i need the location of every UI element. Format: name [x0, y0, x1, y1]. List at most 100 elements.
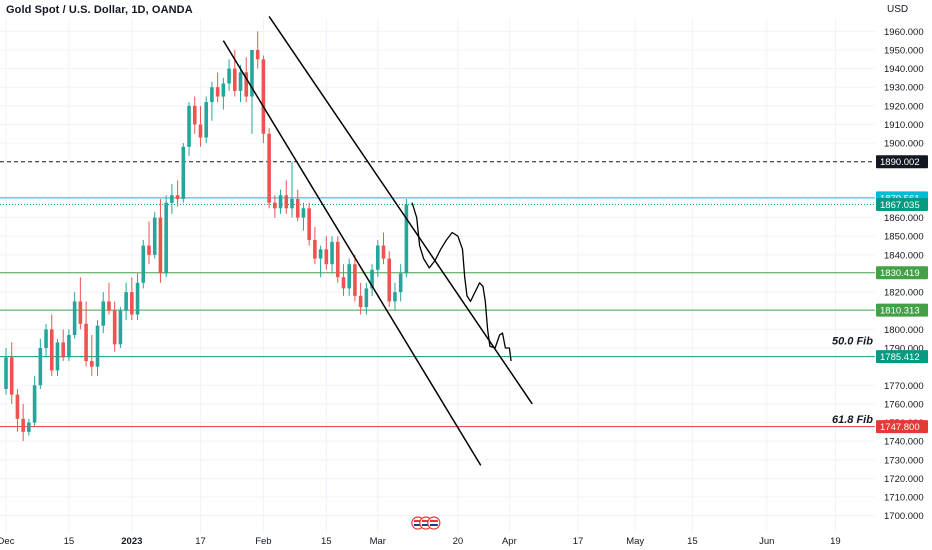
candle-body [393, 292, 397, 302]
candle-body [61, 342, 65, 358]
candle-body [21, 418, 25, 432]
y-tick-label: 1820.000 [884, 288, 924, 299]
candle-body [324, 249, 329, 265]
candle-body [341, 277, 346, 289]
candle-body [233, 68, 237, 91]
candle-body [112, 310, 117, 345]
x-tick-label: Apr [502, 536, 517, 547]
candle-body [250, 49, 254, 97]
price-line-label: 1747.800 [880, 422, 920, 433]
price-line-label: 1810.313 [880, 306, 920, 317]
candle-body [227, 68, 231, 84]
price-line-label: 1830.419 [880, 268, 920, 279]
us-flag-icon-stripe [421, 524, 430, 526]
us-flag-icon-stripe [413, 520, 422, 522]
x-tick-label: 15 [687, 536, 698, 547]
candle-body [284, 195, 289, 209]
candle-body [244, 72, 249, 97]
candle-body [404, 204, 409, 274]
candle-body [335, 241, 340, 278]
candle-body [38, 348, 43, 386]
candle-body [307, 208, 311, 240]
candle-body [130, 292, 134, 315]
candle-body [261, 59, 266, 134]
candle-body [238, 72, 243, 91]
candle-body [181, 146, 186, 199]
candle-body [147, 245, 151, 255]
candle-body [49, 329, 54, 371]
x-tick-label: Feb [255, 536, 271, 547]
candle-body [273, 202, 277, 209]
price-line-badge [876, 198, 928, 212]
candle-body [330, 241, 334, 265]
candle-body [32, 385, 37, 423]
candle-body [72, 301, 77, 335]
price-line-label: 1890.002 [880, 157, 920, 168]
us-flag-icon-stripe [421, 520, 430, 522]
candle-body [278, 195, 283, 209]
candle-body [152, 217, 157, 255]
candle-body [192, 105, 197, 125]
candle-body [158, 217, 163, 274]
candle-body [101, 301, 106, 326]
candle-body [358, 295, 363, 308]
x-tick-label: 20 [453, 536, 464, 547]
price-line-badge [876, 303, 928, 317]
currency-label: USD [887, 4, 909, 15]
candle-body [347, 264, 351, 289]
y-tick-label: 1720.000 [884, 474, 924, 485]
candle-body [204, 102, 208, 138]
candle-body [370, 269, 374, 289]
us-flag-icon-stripe [429, 524, 438, 526]
candle-body [187, 105, 191, 147]
candle-body [255, 49, 260, 60]
y-tick-label: 1930.000 [884, 83, 924, 94]
y-tick-label: 1730.000 [884, 455, 924, 466]
candle-body [9, 357, 14, 395]
y-tick-label: 1860.000 [884, 213, 924, 224]
y-tick-label: 1800.000 [884, 325, 924, 336]
candle-body [124, 292, 128, 311]
candle-body [318, 249, 323, 259]
fib-annotation: 61.8 Fib [832, 414, 873, 426]
price-line-badge [876, 266, 928, 280]
candle-body [313, 239, 317, 259]
y-tick-label: 1740.000 [884, 437, 924, 448]
y-tick-label: 1940.000 [884, 64, 924, 75]
price-line-badge [876, 350, 928, 364]
y-tick-label: 1790.000 [884, 344, 924, 355]
candle-body [118, 310, 123, 345]
price-line-label: 1867.035 [880, 200, 920, 211]
symbol-title: Gold Spot / U.S. Dollar, 1D, OANDA [6, 4, 193, 16]
x-tick-label: Dec [0, 536, 15, 547]
candle-body [15, 394, 20, 419]
candle-body [90, 361, 94, 367]
fib-annotation: 50.0 Fib [832, 336, 873, 348]
x-tick-label: Jun [759, 536, 774, 547]
candle-body [295, 198, 300, 218]
y-tick-label: 1950.000 [884, 45, 924, 56]
candle-body [221, 83, 226, 97]
y-tick-label: 1840.000 [884, 250, 924, 261]
candle-body [164, 202, 168, 274]
candle-body [4, 357, 8, 390]
candle-body [78, 301, 83, 324]
candle-body [175, 195, 180, 199]
y-tick-label: 1770.000 [884, 381, 924, 392]
candle-body [67, 334, 71, 358]
candle-body [27, 422, 31, 432]
candle-body [381, 245, 386, 259]
x-tick-label: 17 [195, 536, 206, 547]
candle-body [84, 323, 88, 362]
candle-body [353, 264, 357, 296]
projection-path [411, 202, 512, 362]
candle-body [135, 282, 140, 315]
us-flag-icon-stripe [429, 520, 438, 522]
candle-body [376, 245, 380, 270]
candle-body [210, 87, 214, 103]
candle-body [267, 133, 271, 203]
price-line-badge [876, 155, 928, 169]
candle-body [215, 87, 220, 97]
